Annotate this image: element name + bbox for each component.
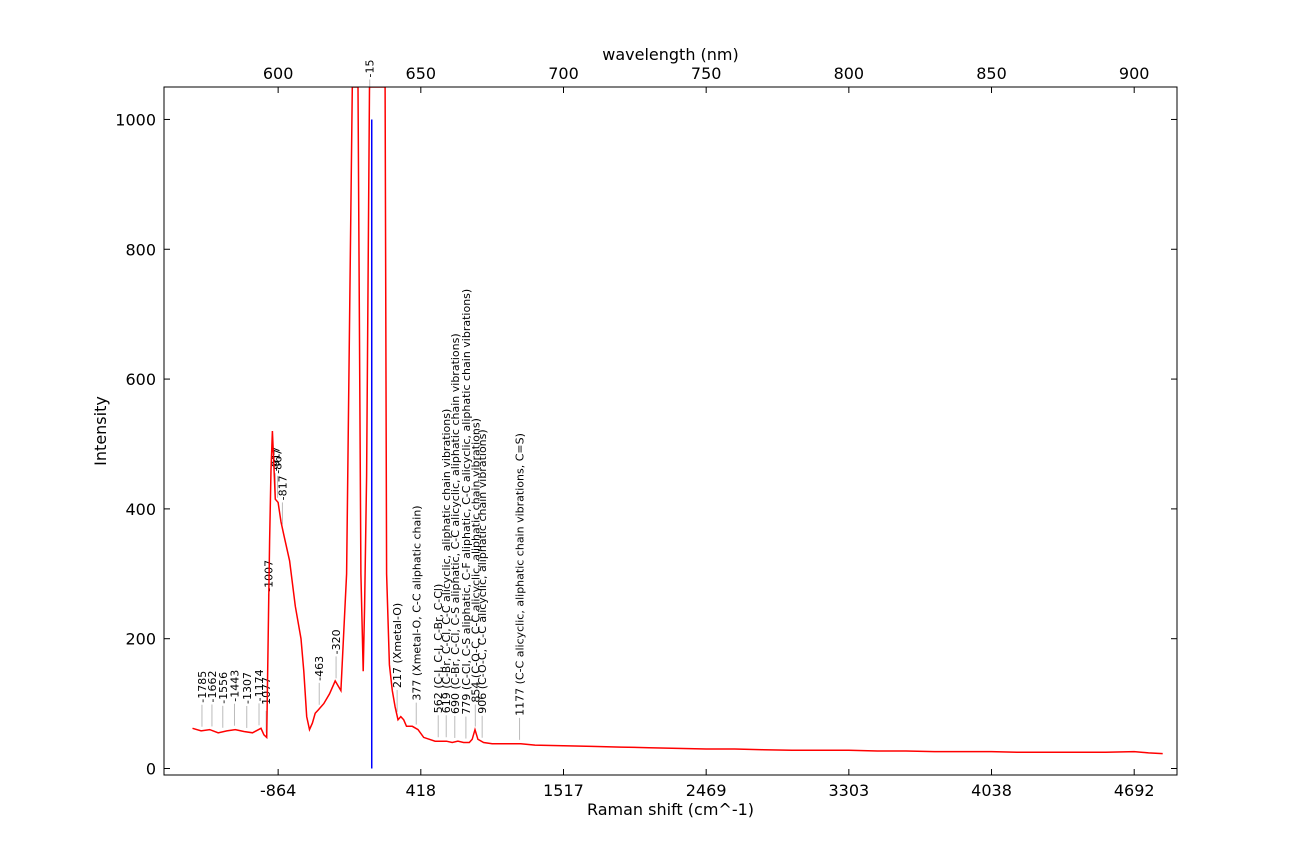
- annotation-label-22: 1177 (C-C alicyclic, aliphatic chain vib…: [514, 433, 527, 716]
- x-tick-label-1: 418: [406, 781, 437, 800]
- annotation-label-14: 217 (Xmetal-O): [391, 603, 404, 688]
- annotation-label-0: -1785: [196, 671, 209, 703]
- annotation-label-2: -1556: [217, 672, 230, 704]
- annotation-label-18: 690 (C-Br, C-Cl, C-S aliphatic, C-C alic…: [449, 333, 462, 714]
- x2-axis-title: wavelength (nm): [602, 45, 739, 64]
- annotation-label-19: 779 (C-Cl, C-S aliphatic, C-F aliphatic,…: [460, 289, 473, 715]
- x-axis-title: Raman shift (cm^-1): [587, 800, 754, 819]
- y-axis-title: Intensity: [91, 396, 110, 466]
- plot-frame: [163, 86, 1178, 776]
- y-tick-label-2: 400: [125, 500, 156, 519]
- annotation-label-10: -817: [276, 475, 289, 500]
- y-tick-label-4: 800: [125, 240, 156, 259]
- y-tick-label-0: 0: [146, 760, 156, 779]
- annotation-label-13: -15: [364, 60, 377, 78]
- annotation-label-17: 619 (C-Br, C-Cl, C-C alicyclic, aliphati…: [440, 409, 453, 714]
- annotation-label-15: 377 (Xmetal-O, C-C aliphatic chain): [410, 505, 423, 700]
- x-tick-label-6: 4692: [1114, 781, 1155, 800]
- peak-annotations: -1785-1662-1556-1443 -1307 -1174-1077-1007…: [196, 60, 527, 740]
- annotation-label-20: 854 (C-O-C, C-C alicyclic, aliphatic cha…: [469, 418, 482, 702]
- x-tick-label-5: 4038: [971, 781, 1012, 800]
- plot-area: [192, 87, 1163, 769]
- axes: 0 200 400 600 800 1000 -864 418 1517 2469 3303 4038…: [115, 64, 1178, 800]
- annotation-label-12: -320: [330, 629, 343, 654]
- x2-tick-label-4: 800: [834, 64, 865, 83]
- x2-tick-label-3: 750: [691, 64, 722, 83]
- annotation-label-4: -1307: [241, 672, 254, 704]
- x2-tick-label-5: 850: [976, 64, 1007, 83]
- annotation-label-21: 906 (C-O-C, C-C alicyclic, aliphatic cha…: [476, 429, 489, 713]
- x2-tick-label-6: 900: [1119, 64, 1150, 83]
- y-tick-label-3: 600: [125, 370, 156, 389]
- annotation-label-11: -463: [313, 656, 326, 681]
- x2-tick-label-2: 700: [548, 64, 579, 83]
- series-line-0: [192, 87, 1163, 755]
- x2-tick-label-0: 600: [263, 64, 294, 83]
- x-tick-label-2: 1517: [543, 781, 584, 800]
- annotation-label-8: -917: [269, 446, 282, 471]
- annotation-label-1: -1662: [206, 671, 219, 703]
- annotation-label-9: -867: [272, 449, 285, 474]
- y-tick-label-1: 200: [125, 630, 156, 649]
- x2-tick-label-1: 650: [406, 64, 437, 83]
- x-tick-label-4: 3303: [828, 781, 869, 800]
- annotation-label-3: -1443: [228, 670, 241, 702]
- x-tick-label-3: 2469: [686, 781, 727, 800]
- x-tick-label-0: -864: [260, 781, 296, 800]
- y-tick-label-5: 1000: [115, 110, 156, 129]
- annotation-label-5: -1174: [253, 669, 266, 701]
- annotation-label-16: 562 (C-I, C-I, C-Br, C-Cl): [432, 584, 445, 714]
